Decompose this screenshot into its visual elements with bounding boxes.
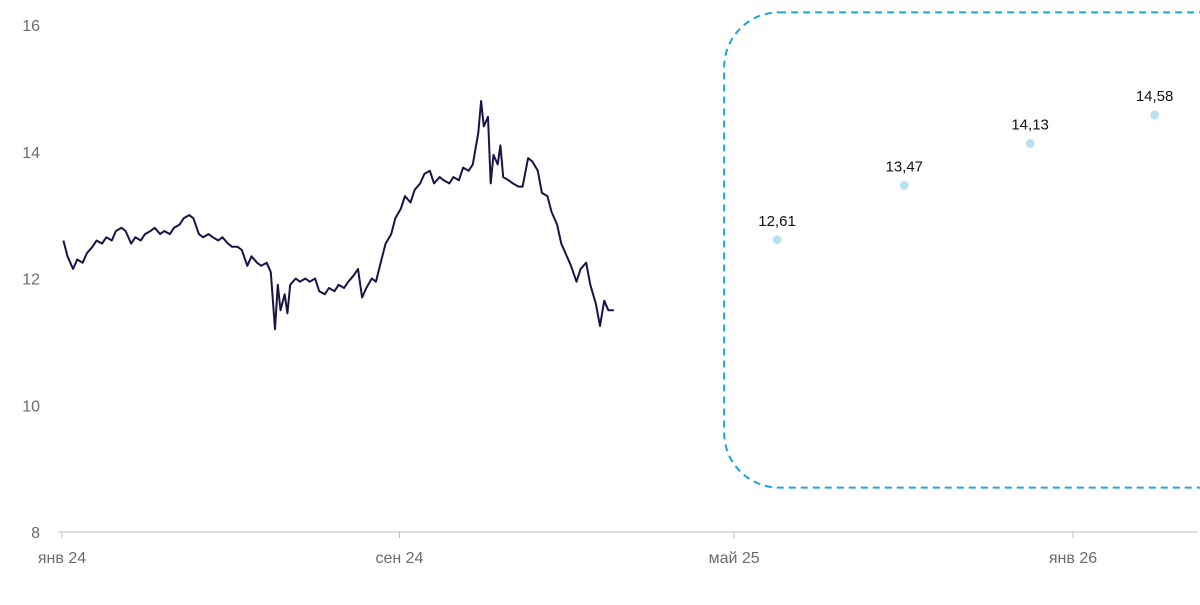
y-tick-label: 8 [31,525,40,542]
forecast-point-label: 14,58 [1136,88,1174,105]
y-tick-label: 16 [22,18,40,35]
forecast-highlight-box [723,11,1200,489]
forecast-points-layer: 12,61 13,47 14,13 14,58 [758,88,1174,245]
forecast-point [1025,139,1035,149]
forecast-point-label: 12,61 [758,213,796,230]
y-axis-ticks: 8 10 12 14 16 [22,18,40,542]
x-tick-label: янв 24 [38,550,86,567]
price-series-line [62,100,614,331]
series-layer [62,100,614,331]
forecast-point-label: 14,13 [1011,117,1049,134]
x-axis-ticks: янв 24 сен 24 май 25 янв 26 [38,532,1097,567]
y-tick-label: 14 [22,145,40,162]
forecast-point [899,180,909,190]
x-tick-label: янв 26 [1049,550,1097,567]
forecast-point-label: 13,47 [885,158,923,175]
y-tick-label: 10 [22,398,40,415]
x-tick-label: май 25 [709,550,760,567]
forecast-point [1150,110,1160,120]
x-tick-label: сен 24 [375,550,423,567]
forecast-highlight-layer [723,11,1200,489]
forecast-point [772,235,782,245]
y-tick-label: 12 [22,272,40,289]
